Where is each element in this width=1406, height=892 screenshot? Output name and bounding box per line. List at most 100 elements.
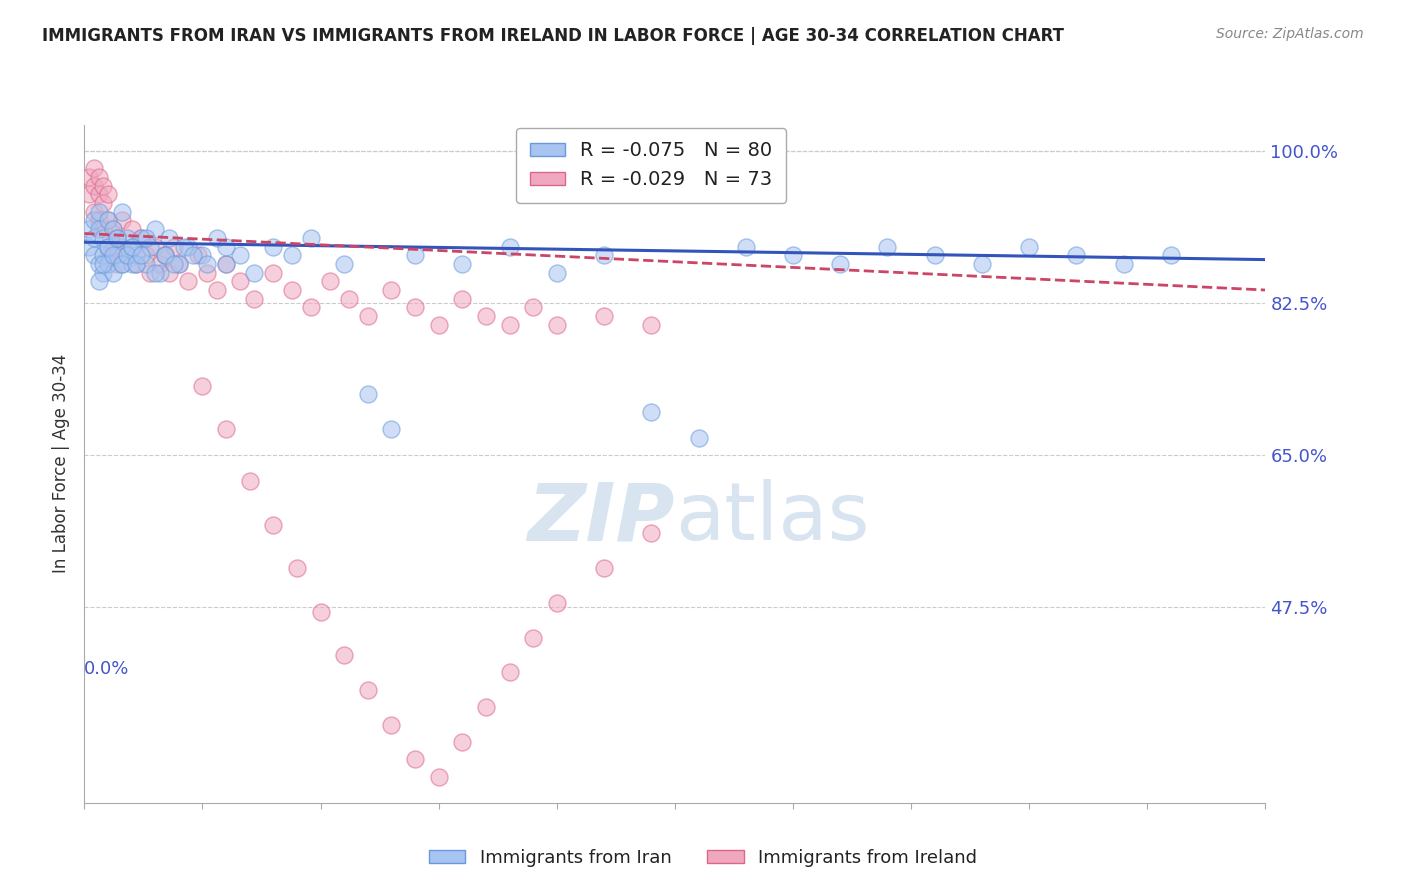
Point <box>281 283 304 297</box>
Point <box>153 248 176 262</box>
Point <box>215 257 238 271</box>
Point <box>101 222 124 236</box>
Point <box>299 231 322 245</box>
Point <box>125 248 148 262</box>
Point <box>101 248 124 262</box>
Point <box>101 266 124 280</box>
Point <box>107 231 129 245</box>
Point <box>107 257 129 271</box>
Point <box>97 248 120 262</box>
Point <box>195 266 218 280</box>
Point <box>380 283 402 297</box>
Point <box>83 178 105 193</box>
Point <box>115 231 138 245</box>
Point <box>87 257 110 271</box>
Point <box>135 231 157 245</box>
Point <box>101 239 124 253</box>
Point <box>97 257 120 271</box>
Point <box>115 248 138 262</box>
Point <box>195 257 218 271</box>
Point <box>87 169 110 184</box>
Point <box>125 257 148 271</box>
Point <box>121 222 143 236</box>
Point <box>135 257 157 271</box>
Point <box>91 257 114 271</box>
Point <box>121 239 143 253</box>
Point <box>129 231 152 245</box>
Point <box>97 239 120 253</box>
Point <box>97 213 120 227</box>
Point <box>97 187 120 202</box>
Point <box>427 770 450 784</box>
Point <box>157 231 180 245</box>
Point <box>262 517 284 532</box>
Text: ZIP: ZIP <box>527 479 675 558</box>
Text: 0.0%: 0.0% <box>84 660 129 679</box>
Point <box>309 605 332 619</box>
Point <box>177 239 200 253</box>
Point <box>734 239 756 253</box>
Y-axis label: In Labor Force | Age 30-34: In Labor Force | Age 30-34 <box>52 354 70 574</box>
Point <box>87 274 110 288</box>
Point <box>163 239 186 253</box>
Point <box>167 257 190 271</box>
Point <box>546 266 568 280</box>
Point <box>522 631 544 645</box>
Point <box>87 204 110 219</box>
Point <box>177 274 200 288</box>
Point <box>229 274 252 288</box>
Point <box>205 283 228 297</box>
Point <box>498 239 520 253</box>
Point <box>243 292 266 306</box>
Point <box>688 431 710 445</box>
Point <box>281 248 304 262</box>
Point <box>153 248 176 262</box>
Point <box>157 266 180 280</box>
Point <box>149 266 172 280</box>
Point <box>1112 257 1135 271</box>
Point <box>77 187 100 202</box>
Point <box>357 387 380 401</box>
Point <box>380 422 402 436</box>
Point <box>97 213 120 227</box>
Point <box>115 248 138 262</box>
Point <box>404 248 426 262</box>
Point <box>498 665 520 680</box>
Point <box>111 213 134 227</box>
Point <box>121 239 143 253</box>
Point <box>91 196 114 211</box>
Point <box>129 231 152 245</box>
Text: atlas: atlas <box>675 479 869 558</box>
Point <box>111 257 134 271</box>
Point <box>215 422 238 436</box>
Point <box>451 735 474 749</box>
Point <box>87 222 110 236</box>
Point <box>97 239 120 253</box>
Point <box>111 257 134 271</box>
Point <box>404 752 426 766</box>
Point <box>475 700 498 714</box>
Point <box>115 248 138 262</box>
Point <box>77 222 100 236</box>
Point <box>1066 248 1088 262</box>
Point <box>129 248 152 262</box>
Point <box>546 596 568 610</box>
Point <box>111 204 134 219</box>
Point <box>121 257 143 271</box>
Point <box>1018 239 1040 253</box>
Point <box>215 239 238 253</box>
Point <box>333 257 356 271</box>
Legend: Immigrants from Iran, Immigrants from Ireland: Immigrants from Iran, Immigrants from Ir… <box>422 842 984 874</box>
Point <box>498 318 520 332</box>
Point <box>143 222 166 236</box>
Point <box>191 378 214 392</box>
Point <box>546 318 568 332</box>
Point <box>181 248 204 262</box>
Point <box>970 257 993 271</box>
Point <box>640 526 662 541</box>
Point <box>593 248 616 262</box>
Point <box>1160 248 1182 262</box>
Point <box>83 231 105 245</box>
Point <box>143 266 166 280</box>
Point <box>107 248 129 262</box>
